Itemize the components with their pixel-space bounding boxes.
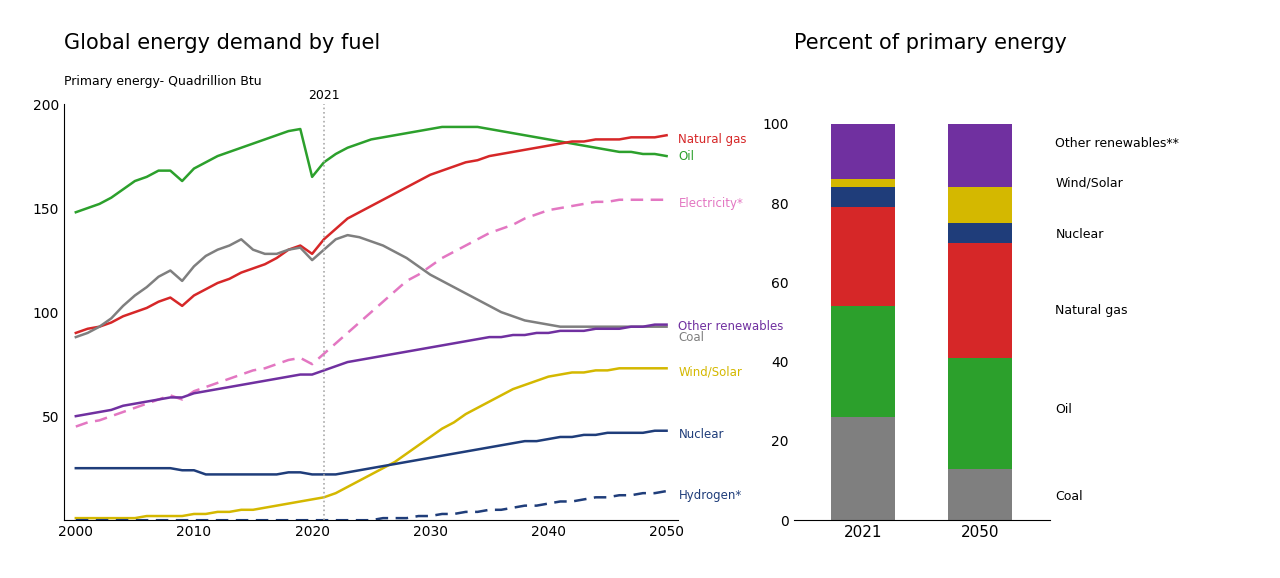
Bar	[832, 207, 896, 306]
Text: Natural gas: Natural gas	[678, 133, 748, 146]
Text: Nuclear: Nuclear	[1056, 228, 1103, 242]
Text: Primary energy- Quadrillion Btu: Primary energy- Quadrillion Btu	[64, 75, 261, 88]
Text: Other renewables: Other renewables	[678, 320, 783, 333]
Text: Wind/Solar: Wind/Solar	[1056, 177, 1123, 190]
Text: Oil: Oil	[678, 150, 695, 162]
Text: Coal: Coal	[1056, 490, 1083, 503]
Text: 2021: 2021	[308, 89, 339, 102]
Bar	[832, 417, 896, 520]
Text: Nuclear: Nuclear	[678, 428, 724, 442]
Bar	[832, 179, 896, 187]
Text: Wind/Solar: Wind/Solar	[678, 366, 742, 379]
Text: Percent of primary energy: Percent of primary energy	[794, 34, 1066, 53]
Text: Other renewables**: Other renewables**	[1056, 137, 1179, 150]
Text: Global energy demand by fuel: Global energy demand by fuel	[64, 34, 380, 53]
Text: Coal: Coal	[678, 331, 704, 343]
Text: Natural gas: Natural gas	[1056, 303, 1128, 317]
Bar	[832, 187, 896, 207]
Bar	[947, 223, 1011, 243]
Text: Electricity*: Electricity*	[678, 198, 744, 210]
Bar	[947, 243, 1011, 358]
Text: Oil: Oil	[1056, 403, 1073, 416]
Bar	[832, 124, 896, 179]
Bar	[947, 469, 1011, 520]
Bar	[832, 306, 896, 417]
Bar	[947, 187, 1011, 223]
Bar	[947, 358, 1011, 469]
Text: Hydrogen*: Hydrogen*	[678, 489, 741, 502]
Bar	[947, 124, 1011, 187]
